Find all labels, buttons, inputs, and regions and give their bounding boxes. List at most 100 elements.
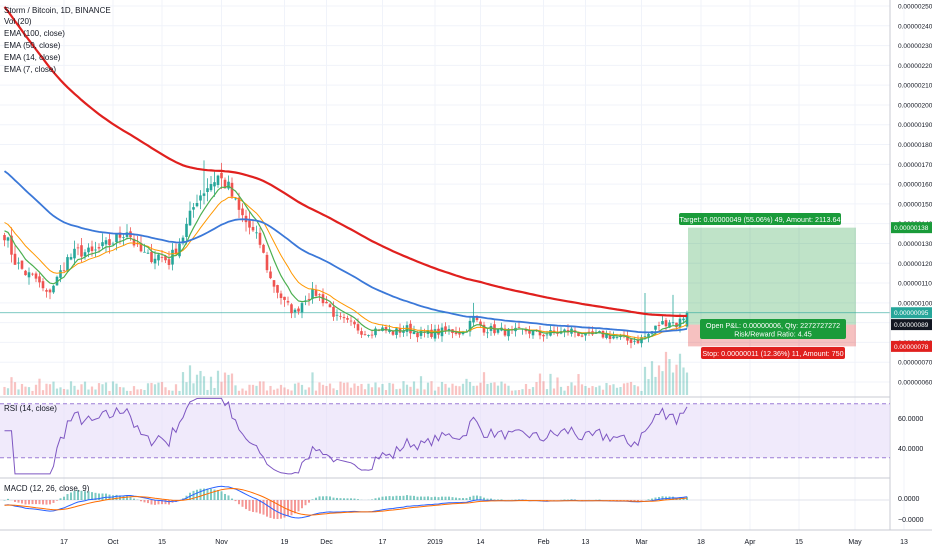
macd-hist-bar <box>574 499 576 500</box>
macd-hist-bar <box>269 500 272 518</box>
candle-body <box>563 329 566 333</box>
candle-body <box>111 243 115 245</box>
candle-body <box>402 330 405 333</box>
macd-panel[interactable]: MACD (12, 26, close, 9) 0.0000 −0.0000 <box>0 484 924 524</box>
volume-bar <box>570 382 573 395</box>
candle-body <box>353 321 356 325</box>
open-pnl-box: Open P&L: 0.00000006, Qty: 2272727272Ris… <box>700 319 846 339</box>
volume-bar <box>150 382 153 395</box>
macd-hist-bar <box>385 496 387 500</box>
macd-hist-bar <box>350 498 352 500</box>
time-axis[interactable]: 17 Oct 15 Nov 19 Dec 17 2019 14 Feb 13 Mar 18 Apr 15 Ma… <box>60 539 908 546</box>
macd-hist-bar <box>304 500 307 506</box>
candle-body <box>59 270 62 278</box>
candle-body <box>185 223 188 237</box>
price-tick-label: 0.00000250 <box>898 4 932 11</box>
candle-body <box>395 328 398 335</box>
volume-bar <box>682 367 685 395</box>
volume-bar <box>157 382 160 395</box>
candle-body <box>206 188 209 193</box>
volume-bar <box>244 390 248 395</box>
volume-bar <box>59 387 62 395</box>
volume-bar <box>367 383 370 395</box>
candle-body <box>412 331 416 335</box>
volume-bar <box>349 387 353 395</box>
macd-hist-bar <box>210 488 212 500</box>
volume-bar <box>181 372 185 395</box>
volume-bar <box>178 390 181 395</box>
candle-body <box>633 340 636 342</box>
macd-hist-bar <box>70 492 72 500</box>
macd-hist-bar <box>423 496 426 500</box>
volume-bar <box>115 383 118 395</box>
candle-body <box>13 253 17 265</box>
indicator-vol[interactable]: Vol (20) <box>4 17 32 26</box>
volume-bar <box>423 389 426 395</box>
candle-body <box>482 324 486 333</box>
candle-body <box>314 290 318 296</box>
macd-hist-bar <box>301 500 303 509</box>
volume-bar <box>199 370 202 395</box>
volume-bar <box>668 359 671 395</box>
candle-body <box>293 309 297 313</box>
volume-bar <box>94 389 97 395</box>
macd-hist-bar <box>35 500 37 505</box>
time-tick-label: 15 <box>795 539 803 546</box>
volume-bar <box>118 386 122 395</box>
volume-bar <box>90 386 94 395</box>
price-tick-label: 0.00000070 <box>898 360 932 367</box>
indicator-ema-100[interactable]: EMA (100, close) <box>4 29 65 38</box>
macd-hist-bar <box>416 496 419 500</box>
macd-hist-bar <box>262 500 265 515</box>
volume-bar <box>549 373 552 395</box>
volume-bar <box>356 385 360 395</box>
volume-bar <box>17 389 20 395</box>
indicator-ema-14[interactable]: EMA (14, close) <box>4 53 61 62</box>
price-tick-label: 0.00000120 <box>898 261 932 268</box>
candle-body <box>255 232 258 234</box>
volume-bar <box>342 382 346 395</box>
macd-hist-bar <box>220 491 223 500</box>
volume-bar <box>346 382 349 395</box>
volume-bar <box>321 384 325 395</box>
macd-hist-bar <box>395 495 398 500</box>
indicator-ema-50[interactable]: EMA (50, close) <box>4 41 61 50</box>
volume-bar <box>514 390 517 395</box>
time-tick-label: Apr <box>745 539 757 546</box>
time-tick-label: Nov <box>215 539 228 546</box>
macd-hist-bar <box>392 496 394 500</box>
candle-body <box>675 322 678 328</box>
candle-body <box>629 339 633 343</box>
macd-hist-bar <box>521 499 524 500</box>
volume-bar <box>139 389 143 395</box>
time-tick-label: May <box>848 539 862 546</box>
candle-body <box>248 220 251 228</box>
macd-hist-bar <box>616 500 618 501</box>
volume-bar <box>633 385 636 395</box>
candle-body <box>370 334 374 336</box>
volume-bar <box>542 381 545 395</box>
price-tag-label: 0.00000138 <box>894 225 929 232</box>
rsi-panel[interactable]: RSI (14, close) 60.0000 40.0000 <box>0 397 923 475</box>
indicator-ema-7[interactable]: EMA (7, close) <box>4 65 56 74</box>
macd-hist-bar <box>434 496 436 500</box>
price-axis[interactable]: 0.00000250 0.00000240 0.00000230 0.00000220… <box>898 4 932 387</box>
candle-body <box>339 315 342 317</box>
candle-body <box>48 289 52 293</box>
candle-body <box>640 337 643 344</box>
price-tick-label: 0.00000190 <box>898 122 932 129</box>
volume-bar <box>164 387 167 395</box>
volume-bar <box>458 386 461 395</box>
candlesticks[interactable] <box>3 160 689 349</box>
macd-hist-bar <box>280 500 282 519</box>
price-tag-bg <box>891 222 932 234</box>
macd-hist-bar <box>318 496 321 500</box>
volume-bar <box>608 385 612 395</box>
macd-hist-bar <box>518 499 520 500</box>
candle-body <box>367 335 370 336</box>
candle-body <box>433 329 437 339</box>
target-label: Target: 0.00000049 (55.06%) 49, Amount: … <box>679 213 841 225</box>
macd-hist-bar <box>73 490 76 500</box>
macd-hist-bar <box>462 498 464 500</box>
